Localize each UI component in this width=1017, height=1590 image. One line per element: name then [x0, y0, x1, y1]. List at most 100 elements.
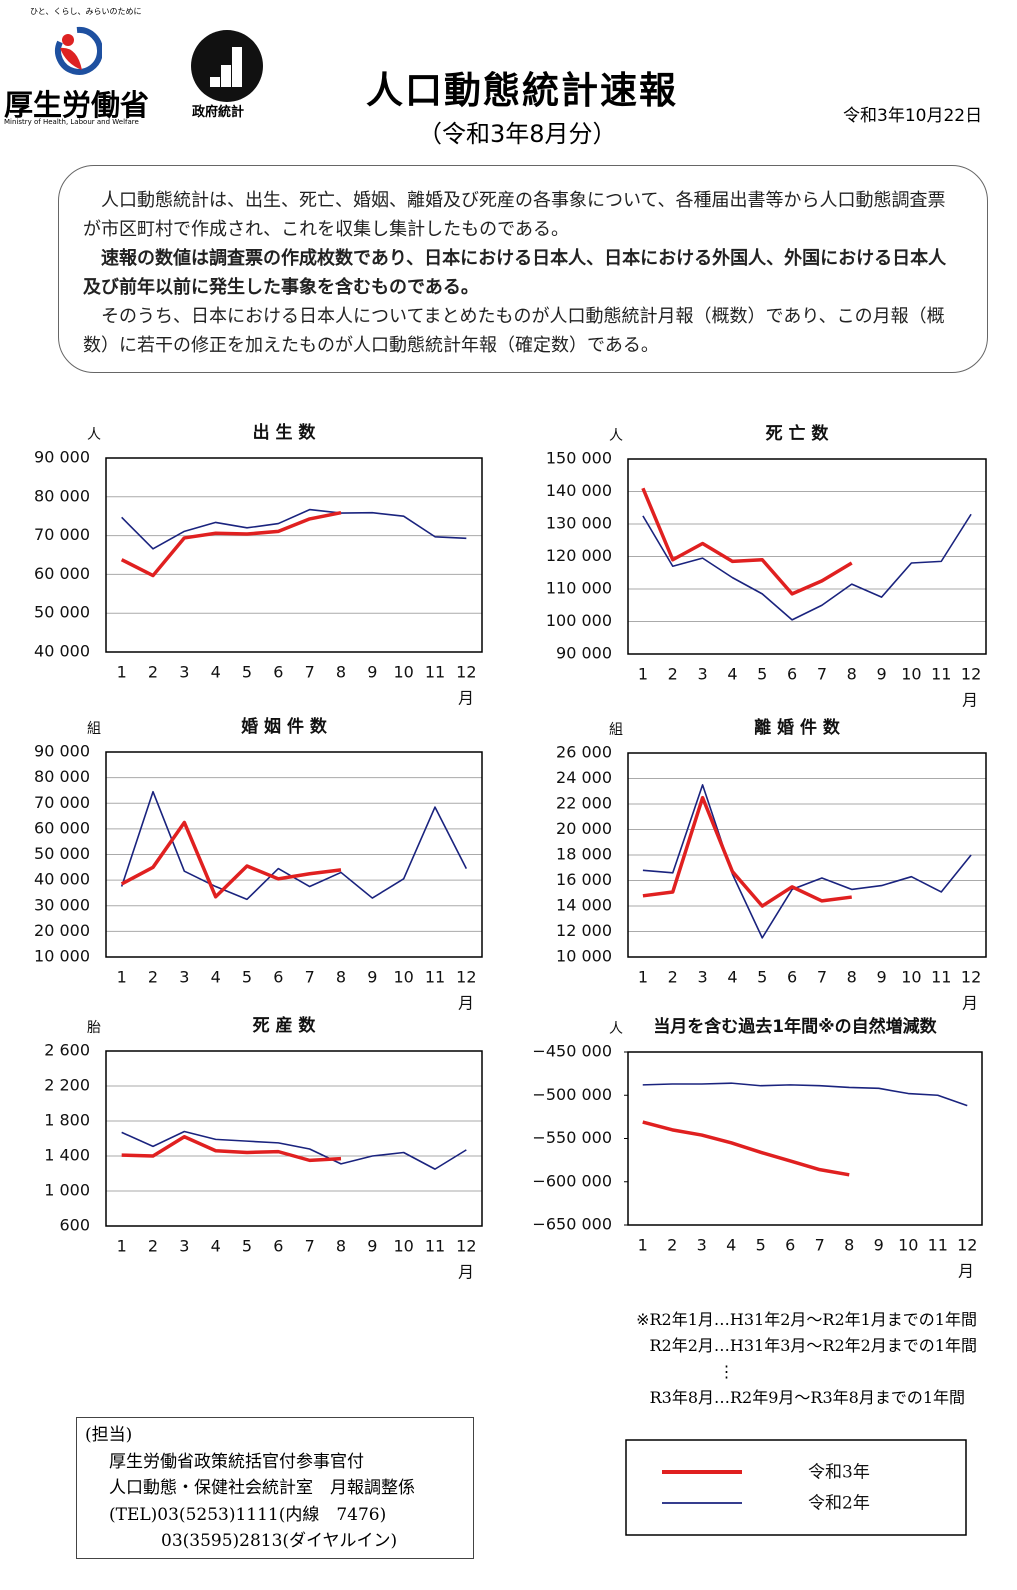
x-tick-label: 3	[179, 1237, 189, 1256]
intro-text: そのうち、日本における日本人についてまとめたものが人口動態統計月報（概数）であり…	[83, 306, 945, 356]
x-tick-label: 6	[273, 968, 283, 987]
intro-text: 人口動態統計は、出生、死亡、婚姻、離婚及び死産の各事象について、各種届出書等から…	[83, 190, 946, 240]
gov-stats-logo	[191, 30, 263, 102]
y-unit: 組	[87, 721, 101, 737]
x-tick-label: 2	[667, 1236, 677, 1255]
x-tick-label: 3	[179, 968, 189, 987]
x-tick-label: 11	[425, 968, 445, 987]
x-tick-label: 12	[961, 968, 981, 987]
x-tick-label: 11	[425, 1237, 445, 1256]
y-tick-label: 120 000	[546, 546, 612, 565]
contact-line: (TEL)03(5253)1111(内線 7476)	[109, 1504, 387, 1525]
x-tick-label: 11	[931, 968, 951, 987]
contact-box: (担当) 厚生労働省政策統括官付参事官付 人口動態・保健社会統計室 月報調整係 …	[76, 1417, 474, 1559]
y-tick-label: 1 400	[44, 1146, 90, 1165]
y-tick-label: 2 200	[44, 1076, 90, 1095]
y-tick-label: 2 600	[44, 1041, 90, 1060]
legend-label: 令和3年	[808, 1463, 870, 1483]
x-tick-label: 1	[638, 968, 648, 987]
x-tick-label: 8	[336, 663, 346, 682]
series-line	[642, 1082, 968, 1107]
y-tick-label: −550 000	[532, 1128, 612, 1147]
doc-title: 人口動態統計速報	[366, 69, 678, 112]
series-line	[642, 784, 972, 939]
x-tick-label: 5	[242, 968, 252, 987]
y-tick-label: 140 000	[546, 481, 612, 500]
y-tick-label: 50 000	[34, 844, 90, 863]
chart-title: 婚 姻 件 数	[241, 716, 328, 737]
x-tick-label: 7	[815, 1236, 825, 1255]
y-tick-label: 1 800	[44, 1111, 90, 1130]
series-line	[642, 1120, 850, 1177]
x-tick-label: 5	[756, 1236, 766, 1255]
x-tick-label: 7	[305, 663, 315, 682]
x-tick-label: 12	[957, 1236, 977, 1255]
x-tick-label: 11	[931, 665, 951, 684]
x-tick-label: 10	[393, 663, 413, 682]
contact-line: 人口動態・保健社会統計室 月報調整係	[109, 1478, 415, 1498]
footnote-line: R3年8月…R2年9月～R3年8月までの1年間	[649, 1388, 965, 1407]
x-unit: 月	[458, 689, 474, 708]
x-tick-label: 12	[456, 968, 476, 987]
y-tick-label: 90 000	[34, 448, 90, 467]
y-tick-label: −650 000	[532, 1215, 612, 1234]
y-tick-label: 20 000	[556, 819, 612, 838]
doc-date: 令和3年10月22日	[843, 106, 983, 126]
x-tick-label: 12	[961, 665, 981, 684]
x-tick-label: 8	[844, 1236, 854, 1255]
contact-line: 03(3595)2813(ダイヤルイン)	[161, 1531, 398, 1551]
tagline: ひと、くらし、みらいのために	[30, 7, 142, 16]
series-line	[121, 1135, 342, 1163]
y-tick-label: 50 000	[34, 603, 90, 622]
x-tick-label: 2	[668, 968, 678, 987]
x-tick-label: 1	[117, 663, 127, 682]
plot-frame	[627, 458, 987, 655]
footnote-line: ⋮	[718, 1362, 735, 1381]
contact-line: (担当)	[85, 1425, 133, 1445]
y-unit: 組	[609, 722, 623, 738]
y-tick-label: 60 000	[34, 564, 90, 583]
x-tick-label: 5	[757, 968, 767, 987]
x-tick-label: 6	[787, 665, 797, 684]
x-tick-label: 9	[367, 1237, 377, 1256]
x-tick-label: 4	[211, 663, 221, 682]
y-tick-label: 40 000	[34, 642, 90, 661]
y-tick-label: −450 000	[532, 1042, 612, 1061]
doc-subtitle: （令和3年8月分）	[418, 120, 617, 148]
x-tick-label: 12	[456, 1237, 476, 1256]
x-tick-label: 8	[336, 968, 346, 987]
x-tick-label: 9	[367, 968, 377, 987]
y-tick-label: 14 000	[556, 896, 612, 915]
x-tick-label: 9	[876, 665, 886, 684]
series-line	[641, 487, 853, 596]
y-tick-label: 70 000	[34, 525, 90, 544]
series-line	[120, 790, 468, 901]
x-tick-label: 8	[847, 968, 857, 987]
x-tick-label: 11	[928, 1236, 948, 1255]
series-line	[120, 820, 342, 899]
x-tick-label: 1	[638, 1236, 648, 1255]
x-tick-label: 4	[211, 1237, 221, 1256]
x-tick-label: 10	[393, 968, 413, 987]
series-line	[642, 513, 972, 621]
y-tick-label: −500 000	[532, 1085, 612, 1104]
series-line	[120, 510, 342, 578]
x-tick-label: 2	[148, 1237, 158, 1256]
y-tick-label: 80 000	[34, 486, 90, 505]
y-tick-label: 22 000	[556, 794, 612, 813]
y-unit: 人	[609, 1021, 623, 1037]
x-tick-label: 4	[211, 968, 221, 987]
contact-line: 厚生労働省政策統括官付参事官付	[109, 1451, 364, 1472]
x-tick-label: 4	[727, 665, 737, 684]
chart-title: 離 婚 件 数	[754, 717, 841, 738]
x-tick-label: 2	[148, 968, 158, 987]
x-tick-label: 8	[847, 665, 857, 684]
x-tick-label: 6	[273, 663, 283, 682]
footnote-line: ※R2年1月…H31年2月～R2年1月までの1年間	[636, 1310, 977, 1329]
x-tick-label: 7	[305, 968, 315, 987]
plot-frame	[627, 1051, 983, 1226]
chart-title: 死 亡 数	[766, 423, 830, 444]
x-tick-label: 10	[901, 968, 921, 987]
y-tick-label: 80 000	[34, 767, 90, 786]
